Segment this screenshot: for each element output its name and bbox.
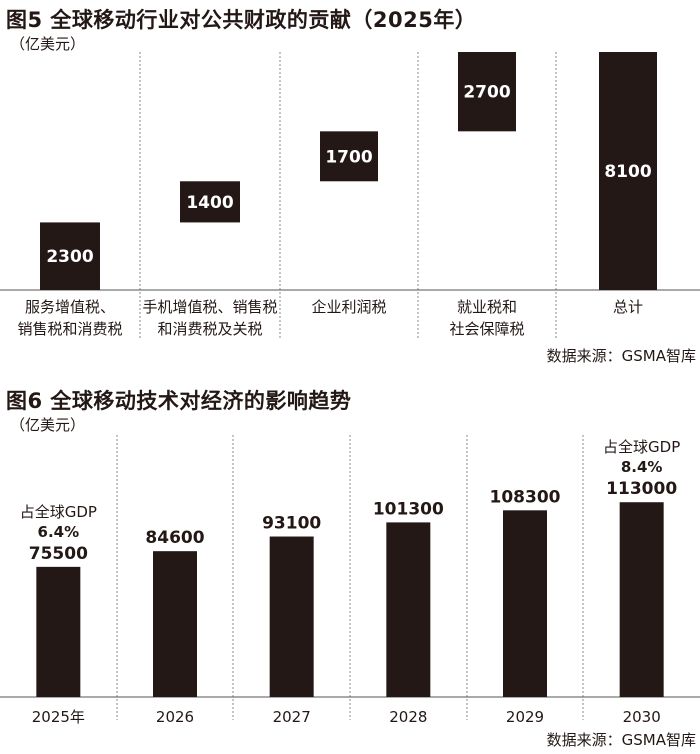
fig6-bar-5 bbox=[619, 502, 664, 697]
fig5-bar-label-2: 1700 bbox=[325, 147, 372, 167]
fig6-annotation-text-0: 占全球GDP bbox=[20, 503, 97, 521]
fig5-bar-0 bbox=[40, 222, 100, 290]
fig6-annotation-value-0: 6.4% bbox=[38, 523, 80, 541]
fig6-category-label-2: 2027 bbox=[273, 708, 311, 726]
fig6-category-label-1: 2026 bbox=[156, 708, 194, 726]
fig6-annotation-value-5: 8.4% bbox=[621, 458, 663, 476]
fig6-value-label-3: 101300 bbox=[373, 499, 444, 519]
fig6-bar-1 bbox=[153, 551, 197, 697]
fig6-value-label-0: 75500 bbox=[29, 544, 88, 564]
fig6-bar-0 bbox=[36, 566, 81, 697]
fig6-title: 图6 全球移动技术对经济的影响趋势 bbox=[6, 389, 352, 413]
fig5-category-label-2-0: 企业利润税 bbox=[311, 298, 386, 316]
fig5-bar-label-1: 1400 bbox=[186, 193, 233, 213]
fig6-bar-4 bbox=[503, 510, 547, 697]
fig6-source: 数据来源：GSMA智库 bbox=[546, 731, 696, 749]
fig6-bar-2 bbox=[269, 536, 314, 697]
fig5-category-label-1-0: 手机增值税、销售税 bbox=[142, 298, 277, 316]
fig5-source: 数据来源：GSMA智库 bbox=[546, 347, 696, 365]
fig6-bar-chart: 75500 2025年 占全球GDP 6.4% 84600 2026 93100 2027 10… bbox=[0, 435, 700, 726]
fig5-category-label-0-0: 服务增值税、 bbox=[25, 298, 115, 316]
fig6-value-label-2: 93100 bbox=[262, 514, 321, 534]
fig5-bar-1 bbox=[180, 181, 240, 223]
fig5-bar-label-3: 2700 bbox=[463, 83, 510, 103]
fig6-value-label-5: 113000 bbox=[606, 479, 677, 499]
fig5-category-label-3-1: 社会保障税 bbox=[449, 320, 524, 338]
fig5-title: 图5 全球移动行业对公共财政的贡献（2025年） bbox=[6, 8, 477, 32]
fig5-category-label-4-0: 总计 bbox=[613, 298, 643, 316]
fig5-category-label-1-1: 和消费税及关税 bbox=[157, 320, 262, 338]
fig6-value-label-1: 84600 bbox=[145, 528, 204, 548]
fig6-category-label-3: 2028 bbox=[389, 708, 427, 726]
fig5-category-label-0-1: 销售税和消费税 bbox=[17, 320, 122, 338]
fig6-unit: （亿美元） bbox=[10, 416, 86, 434]
fig6-category-label-5: 2030 bbox=[623, 708, 661, 726]
fig5-unit: （亿美元） bbox=[10, 35, 86, 53]
fig5-category-label-3-0: 就业税和 bbox=[457, 298, 517, 316]
fig5-bar-label-0: 2300 bbox=[46, 247, 93, 267]
fig6-value-label-4: 108300 bbox=[490, 487, 561, 507]
fig5-bar-3 bbox=[458, 52, 516, 132]
fig6-bar-3 bbox=[386, 522, 431, 697]
fig6-annotation-text-5: 占全球GDP bbox=[603, 438, 680, 456]
fig5-bar-2 bbox=[320, 131, 378, 182]
fig5-bar-label-4: 8100 bbox=[604, 162, 651, 182]
fig6-category-label-0: 2025年 bbox=[32, 708, 85, 726]
fig5-bar-4 bbox=[599, 52, 657, 290]
fig6-category-label-4: 2029 bbox=[506, 708, 544, 726]
